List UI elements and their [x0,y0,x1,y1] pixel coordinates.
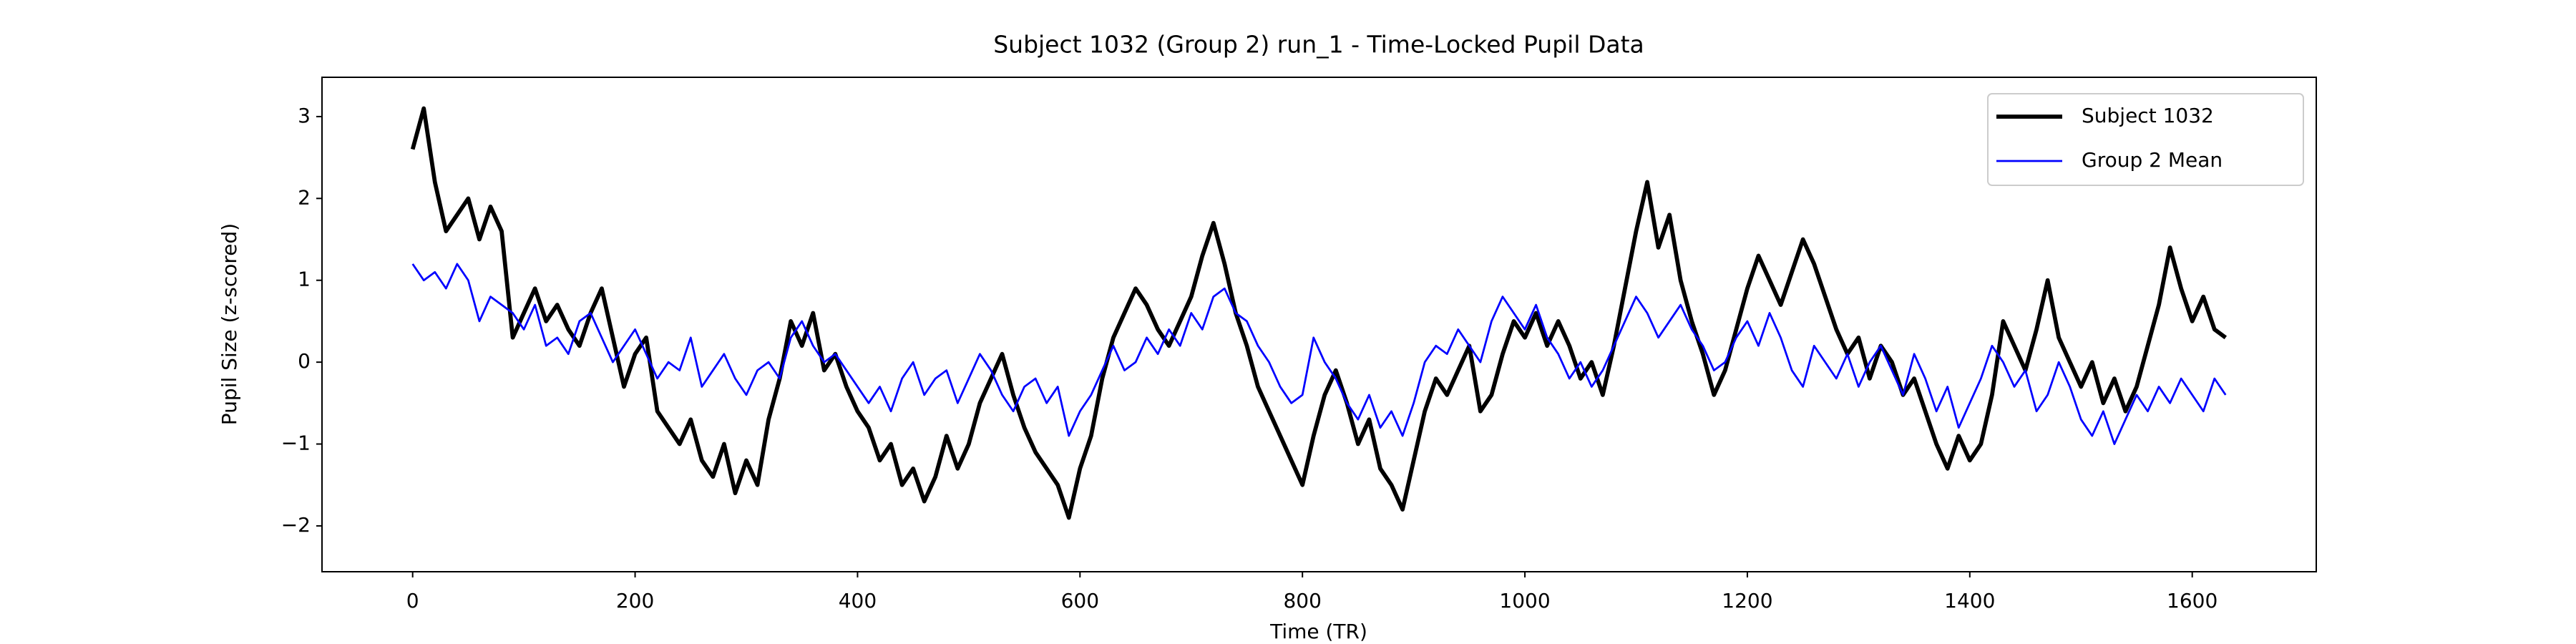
plot-frame [321,77,2317,572]
x-tick-label: 600 [1061,589,1099,613]
x-tick-label: 1400 [1944,589,1995,613]
x-tick-label: 200 [616,589,654,613]
legend: Subject 1032 Group 2 Mean [1987,93,2304,186]
x-tick-label: 1200 [1722,589,1772,613]
y-tick-label: −2 [281,513,311,537]
chart-title: Subject 1032 (Group 2) run_1 - Time-Lock… [993,31,1644,59]
x-tick-label: 400 [839,589,877,613]
legend-label: Group 2 Mean [2082,148,2223,172]
x-tick-label: 1000 [1499,589,1550,613]
legend-label: Subject 1032 [2082,104,2214,127]
y-tick-label: 1 [298,268,311,291]
x-tick-label: 800 [1283,589,1321,613]
x-axis-label: Time (TR) [1269,620,1367,643]
y-tick-label: 3 [298,104,311,127]
y-tick-label: 0 [298,349,311,373]
series-line [410,106,2228,520]
y-tick-label: 2 [298,185,311,209]
series-line [411,263,2227,445]
x-tick-label: 0 [406,589,419,613]
x-tick-label: 1600 [2167,589,2218,613]
y-tick-label: −1 [281,431,311,455]
y-axis-label: Pupil Size (z-scored) [218,223,241,425]
legend-box [1987,93,2304,186]
